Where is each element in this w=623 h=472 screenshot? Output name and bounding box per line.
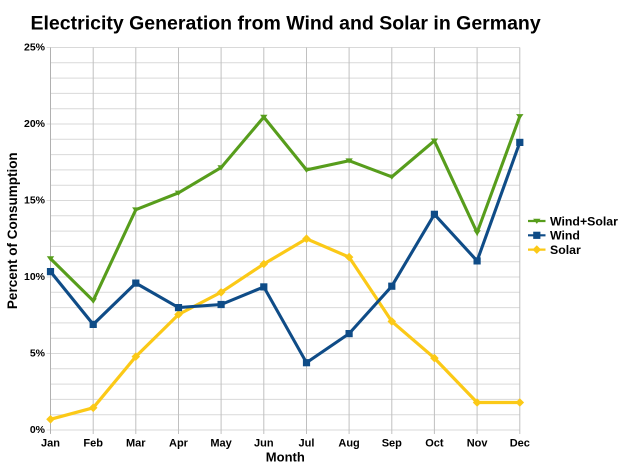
svg-text:Month: Month	[266, 450, 305, 465]
svg-text:5%: 5%	[30, 347, 46, 359]
svg-text:Jul: Jul	[299, 438, 315, 450]
svg-text:May: May	[210, 438, 232, 450]
svg-text:Electricity Generation from Wi: Electricity Generation from Wind and Sol…	[31, 12, 541, 34]
svg-text:Oct: Oct	[425, 438, 444, 450]
svg-text:Solar: Solar	[550, 243, 581, 257]
svg-text:Aug: Aug	[338, 438, 359, 450]
svg-text:10%: 10%	[24, 271, 46, 283]
svg-text:Wind+Solar: Wind+Solar	[550, 214, 618, 228]
svg-text:Percent of Consumption: Percent of Consumption	[5, 152, 20, 309]
svg-text:Nov: Nov	[467, 438, 489, 450]
svg-text:15%: 15%	[24, 194, 46, 206]
svg-text:Feb: Feb	[83, 438, 103, 450]
svg-text:25%: 25%	[24, 41, 46, 53]
svg-text:Jan: Jan	[41, 438, 60, 450]
svg-text:Wind: Wind	[550, 229, 580, 243]
svg-text:Sep: Sep	[382, 438, 402, 450]
svg-text:Apr: Apr	[169, 438, 189, 450]
svg-text:20%: 20%	[24, 118, 46, 130]
svg-text:0%: 0%	[30, 424, 46, 436]
svg-text:Mar: Mar	[126, 438, 146, 450]
svg-text:Jun: Jun	[254, 438, 274, 450]
svg-text:Dec: Dec	[510, 438, 530, 450]
